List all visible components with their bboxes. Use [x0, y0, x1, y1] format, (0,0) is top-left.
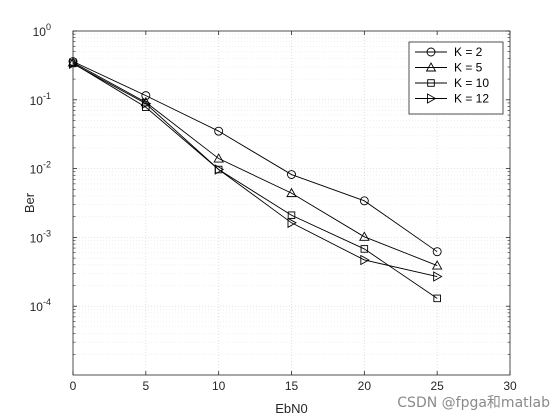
data-point: [287, 170, 296, 179]
legend-item: K = 2: [415, 45, 483, 59]
series-line: [72, 61, 438, 266]
legend-item: K = 12: [415, 92, 489, 106]
y-tick-label: 100: [33, 22, 51, 39]
series-line: [72, 63, 438, 277]
x-tick-label: 5: [142, 379, 149, 393]
x-tick-label: 30: [503, 379, 517, 393]
legend-box: [408, 41, 504, 115]
x-tick-label: 20: [358, 379, 372, 393]
axes: 0 5 10 15 20 25 30 100 10-1 10-2 10-3 10-4: [30, 22, 517, 393]
legend-item: K = 5: [415, 61, 483, 75]
data-point: [287, 211, 296, 219]
series-1: [68, 57, 442, 257]
y-tick-label: 10-1: [30, 91, 51, 108]
x-tick-label: 15: [285, 379, 299, 393]
legend-label: K = 12: [454, 92, 489, 106]
data-point: [214, 126, 224, 136]
data-point: [141, 98, 152, 109]
x-tick-label: 25: [430, 379, 444, 393]
data-point: [213, 153, 224, 163]
data-point: [214, 164, 225, 175]
data-point: [431, 260, 443, 270]
legend: K = 2 K = 5K = 10 K = 12: [408, 41, 504, 115]
legend-label: K = 10: [454, 76, 489, 90]
series-3: [69, 59, 441, 303]
series-line: [72, 61, 438, 253]
data-point: [432, 247, 442, 257]
data-point: [433, 294, 441, 303]
y-tick-label: 10-4: [30, 297, 51, 314]
y-tick-label: 10-2: [30, 160, 51, 177]
legend-marker: [425, 62, 437, 72]
data-point: [360, 245, 369, 253]
series-line: [72, 62, 438, 299]
data-point: [69, 58, 79, 69]
data-point: [287, 217, 297, 229]
legend-item: K = 10: [415, 76, 489, 90]
legend-label: K = 5: [454, 61, 483, 75]
data-point: [360, 254, 370, 266]
data-point: [359, 231, 370, 241]
legend-label: K = 2: [454, 45, 483, 59]
x-axis-label: EbN0: [275, 401, 308, 416]
legend-marker: [427, 79, 435, 87]
x-tick-label: 0: [70, 379, 77, 393]
data-point: [286, 187, 297, 198]
legend-marker: [427, 93, 437, 104]
data-point: [359, 196, 369, 206]
x-tick-label: 10: [212, 379, 226, 393]
series-4: [69, 58, 443, 282]
watermark: CSDN @fpga和matlab: [397, 395, 550, 411]
legend-marker: [426, 47, 436, 57]
y-axis-label: Ber: [22, 192, 37, 213]
y-tick-label: 10-3: [30, 228, 51, 245]
data-point: [433, 271, 443, 282]
plot-lines: [67, 56, 443, 303]
data-point: [141, 91, 151, 101]
